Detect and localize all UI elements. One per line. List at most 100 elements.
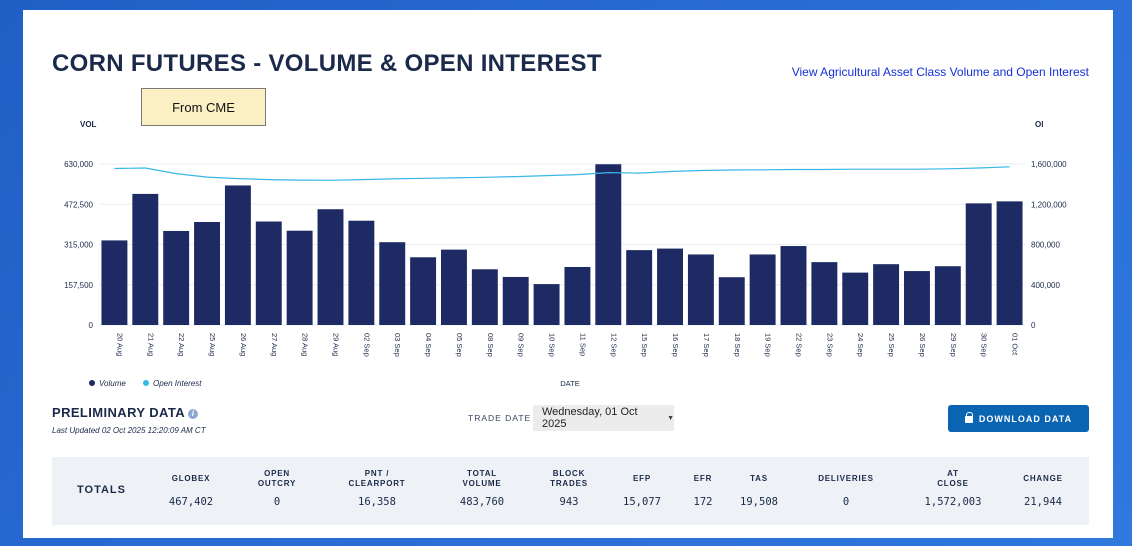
asset-class-link[interactable]: View Agricultural Asset Class Volume and… (791, 65, 1089, 79)
y-tick-label-left: 315,000 (64, 241, 93, 250)
column-value: 0 (273, 496, 281, 508)
x-tick-label: 22 Aug (177, 333, 186, 356)
x-tick-label: 03 Sep (393, 333, 402, 357)
column-header-line: CLEARPORT (348, 479, 406, 488)
column-value: 15,077 (623, 496, 661, 508)
volume-bar (811, 262, 838, 325)
y-tick-label-left: 0 (89, 321, 94, 330)
column-header-line: TOTAL (467, 469, 497, 478)
volume-bar (502, 276, 529, 325)
volume-bar (657, 248, 683, 325)
volume-bar (410, 257, 437, 325)
x-tick-label: 24 Sep (856, 333, 865, 357)
x-tick-label: 05 Sep (455, 333, 464, 357)
x-tick-label: 21 Aug (146, 333, 155, 356)
column-header: EFP (623, 469, 661, 489)
legend-volume-marker (89, 380, 95, 386)
volume-bar (718, 277, 745, 325)
totals-column: PNT / CLEARPORT 16,358 (349, 469, 406, 508)
x-tick-label: 01 Oct (1011, 333, 1020, 356)
info-icon[interactable]: i (188, 409, 199, 419)
volume-bar (780, 246, 807, 325)
y-tick-label-right: 1,600,000 (1031, 160, 1067, 169)
volume-bar (873, 264, 900, 325)
x-tick-label: 04 Sep (424, 333, 433, 357)
x-tick-label: 25 Sep (887, 333, 896, 357)
column-header-line: TAS (750, 474, 768, 483)
y-axis-title-right: OI (1035, 120, 1043, 129)
totals-label: TOTALS (77, 484, 126, 496)
column-header: PNT / CLEARPORT (349, 469, 406, 489)
volume-bar (965, 203, 992, 325)
column-header: DELIVERIES (818, 469, 874, 489)
legend-oi-marker (143, 380, 149, 386)
y-tick-label-left: 630,000 (64, 160, 93, 169)
totals-column: BLOCK TRADES 943 (550, 469, 588, 508)
column-header: EFR (694, 469, 713, 489)
trade-date-select[interactable]: Wednesday, 01 Oct 2025 ▼ (533, 405, 674, 431)
lock-icon (964, 412, 974, 423)
column-header: TOTAL VOLUME (460, 469, 504, 489)
trade-date-value: Wednesday, 01 Oct 2025 (542, 406, 638, 430)
source-note: From CME (141, 88, 266, 126)
column-value: 483,760 (459, 496, 505, 508)
x-tick-label: 19 Sep (764, 333, 773, 357)
preliminary-data-label: PRELIMINARY DATA (52, 405, 186, 420)
column-header-line: DELIVERIES (818, 474, 874, 483)
x-tick-label: 15 Sep (640, 333, 649, 357)
y-tick-label-right: 0 (1031, 321, 1036, 330)
totals-column: DELIVERIES 0 (818, 469, 874, 508)
x-tick-label: 11 Sep (578, 333, 587, 356)
last-updated: Last Updated 02 Oct 2025 12:20:09 AM CT (52, 426, 206, 435)
totals-column: TAS 19,508 (740, 469, 778, 508)
y-tick-label-right: 800,000 (1031, 241, 1060, 250)
volume-bar (441, 249, 467, 325)
x-tick-label: 10 Sep (548, 333, 557, 357)
volume-bar (595, 164, 622, 325)
column-header-line: OUTCRY (257, 479, 297, 488)
x-tick-label: 23 Sep (825, 333, 834, 357)
totals-column: TOTAL VOLUME 483,760 (460, 469, 504, 508)
x-tick-label: 25 Aug (208, 333, 217, 356)
totals-column: GLOBEX 467,402 (169, 469, 213, 508)
column-header-line: CHANGE (1023, 474, 1063, 483)
caret-down-icon: ▼ (667, 414, 674, 422)
totals-column: OPEN OUTCRY 0 (258, 469, 296, 508)
column-value: 943 (559, 496, 579, 508)
x-tick-label: 26 Aug (239, 333, 248, 356)
column-header: BLOCK TRADES (550, 469, 588, 489)
column-value: 467,402 (168, 496, 214, 508)
y-tick-label-left: 157,500 (64, 281, 93, 290)
volume-bar (224, 185, 251, 325)
volume-oi-chart: VOL OI 0 157,500 315,000 472,500 630,000 0 400,0… (64, 120, 1067, 388)
open-interest-line (114, 166, 1010, 181)
volume-bar (749, 254, 776, 325)
volume-bar (471, 269, 498, 325)
volume-bar (101, 240, 128, 325)
column-value: 19,508 (740, 496, 778, 508)
x-tick-label: 12 Sep (609, 333, 618, 357)
volume-bar (533, 284, 560, 325)
totals-table: TOTALS GLOBEX 467,402 OPEN OUTCRY 0 PNT / CLEA… (52, 457, 1089, 525)
y-tick-label-right: 400,000 (1031, 281, 1060, 290)
x-axis-title: DATE (560, 379, 579, 388)
column-header-line: CLOSE (937, 479, 969, 488)
column-header: GLOBEX (169, 469, 213, 489)
column-header-line: OPEN (264, 469, 290, 478)
column-header: AT CLOSE (925, 469, 982, 489)
volume-bar (996, 201, 1023, 325)
volume-bar (626, 250, 653, 325)
y-tick-label-left: 472,500 (64, 200, 93, 209)
volume-bar (348, 220, 375, 325)
column-value: 0 (842, 496, 850, 508)
column-header-line: TRADES (550, 479, 588, 488)
download-data-button[interactable]: DOWNLOAD DATA (948, 405, 1089, 432)
download-data-label: DOWNLOAD DATA (978, 413, 1073, 424)
volume-bar (379, 242, 406, 325)
x-tick-label: 29 Sep (949, 333, 958, 357)
column-header-line: BLOCK (552, 469, 586, 478)
volume-bar (286, 230, 313, 325)
volume-bar (687, 254, 714, 325)
volume-bar (904, 271, 930, 325)
legend-oi-label: Open Interest (153, 379, 202, 388)
